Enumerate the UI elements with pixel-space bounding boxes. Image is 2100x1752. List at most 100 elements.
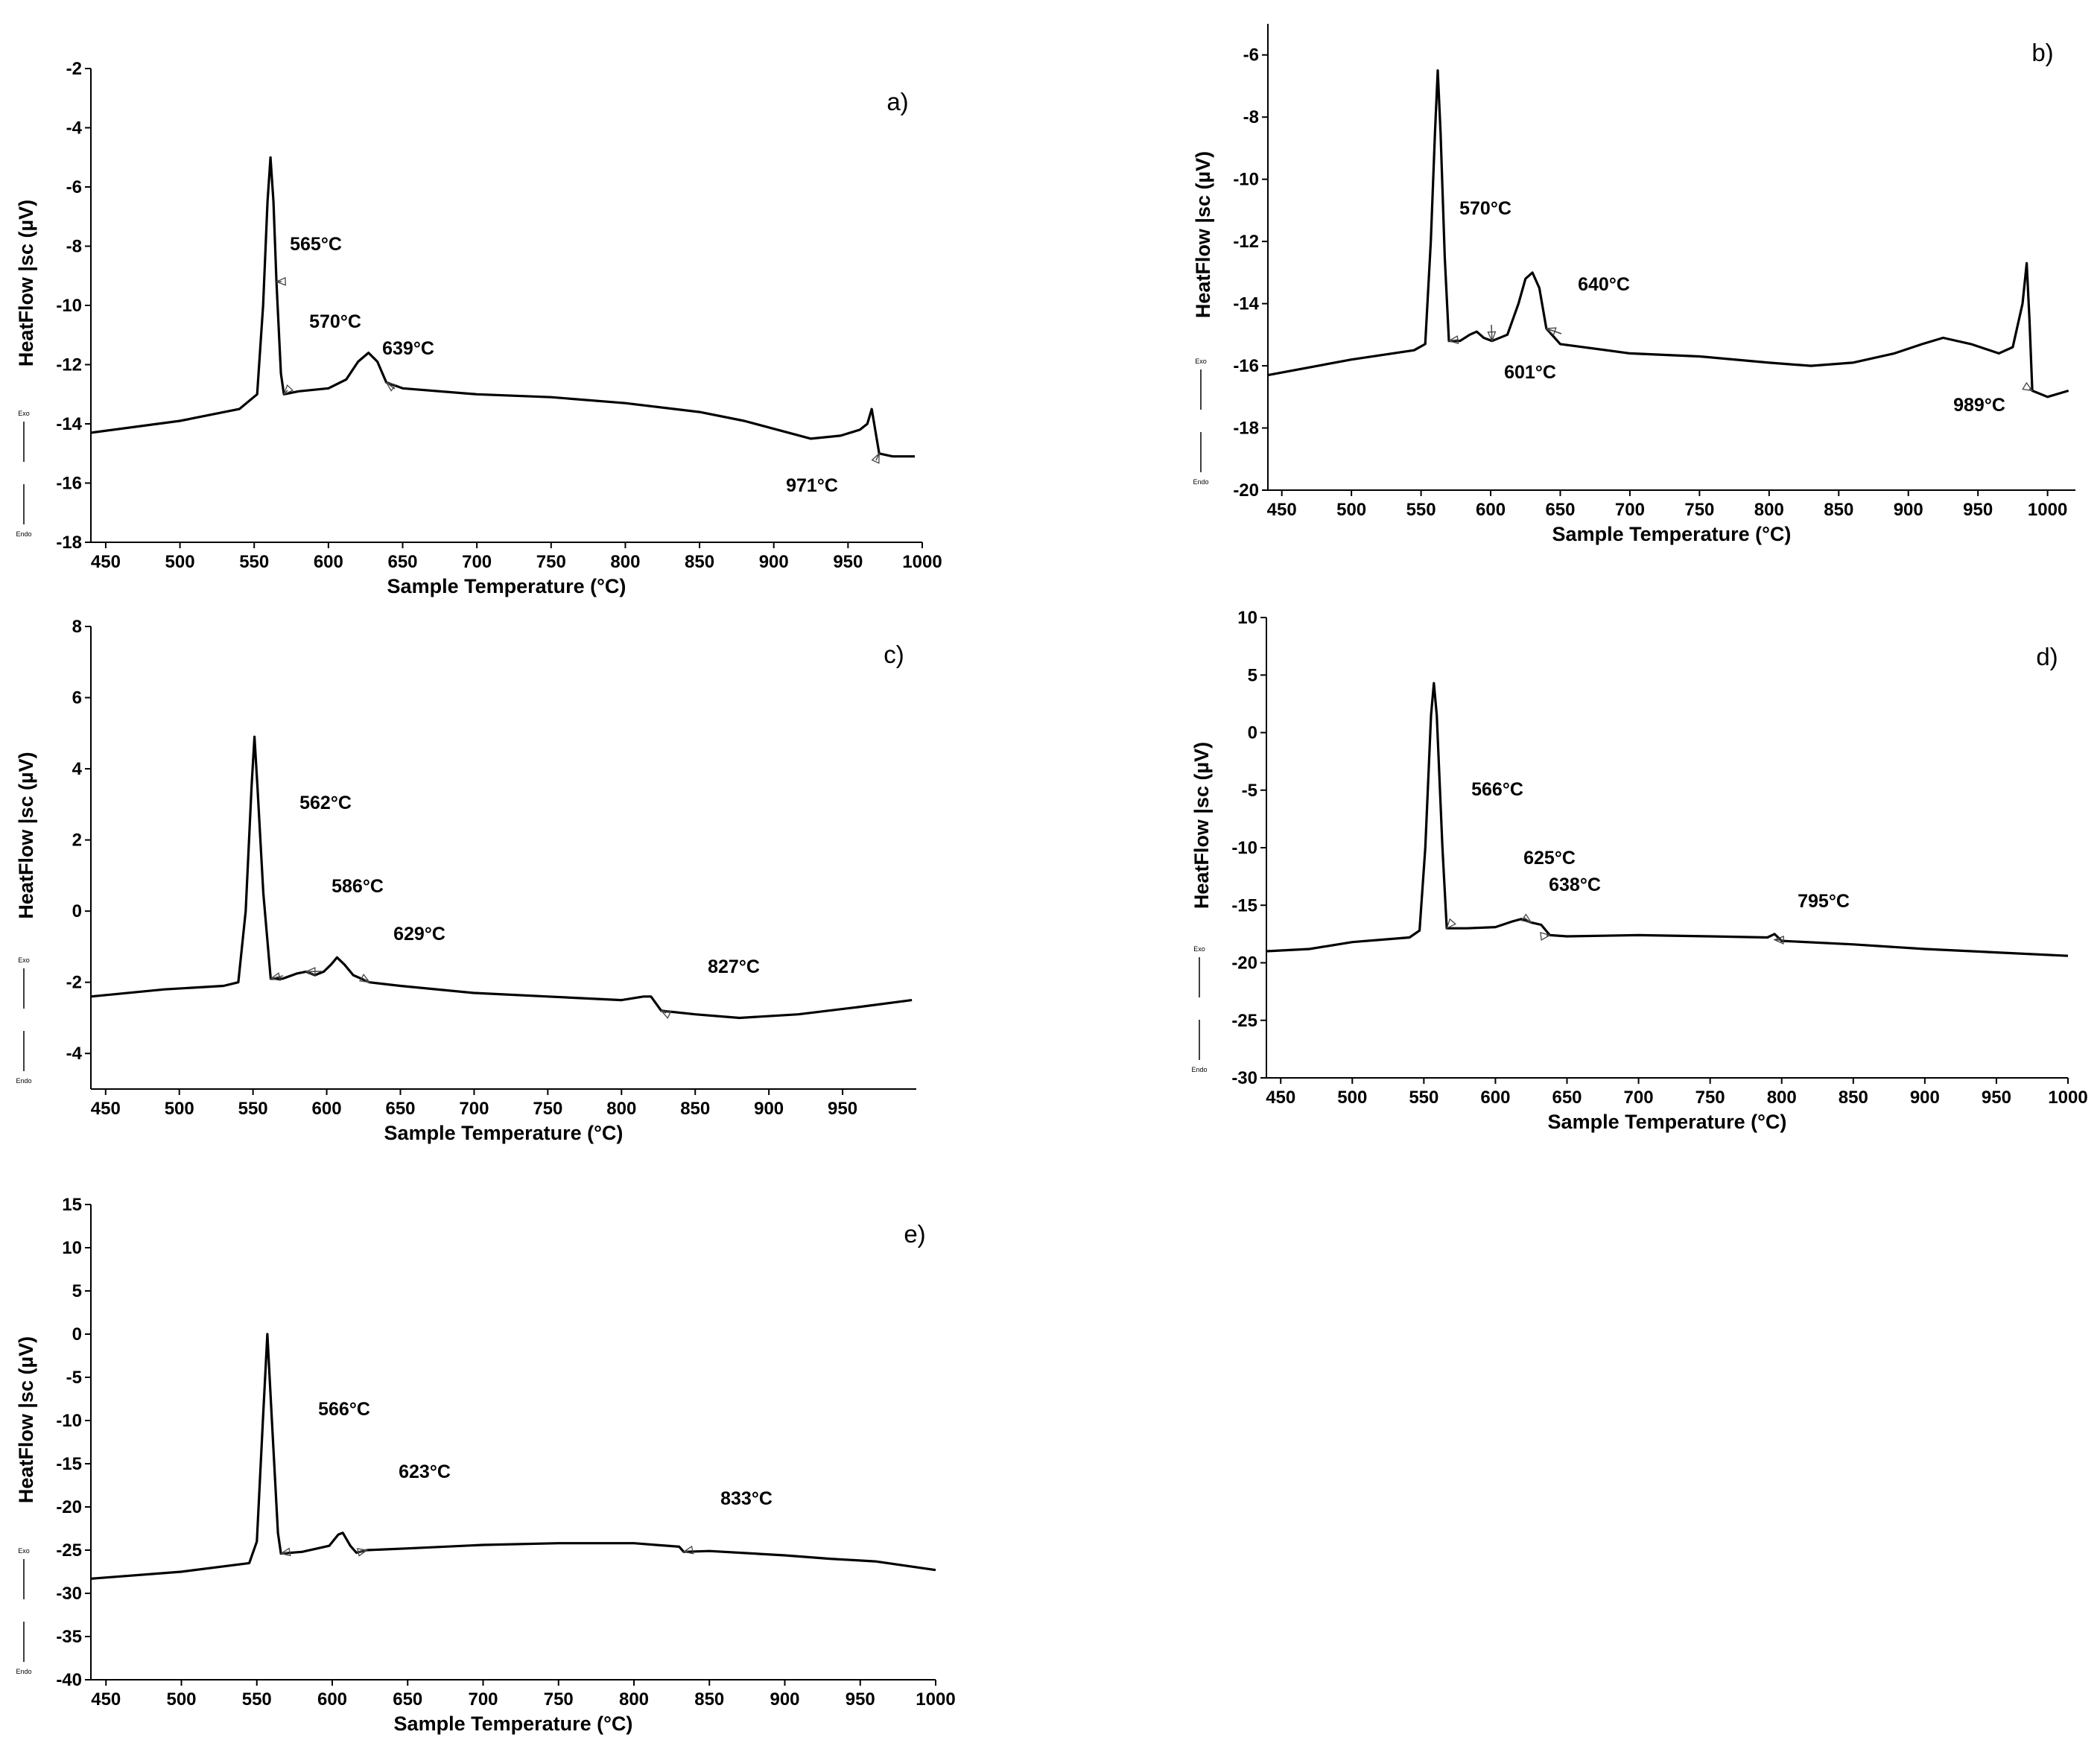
x-tick-label: 600: [1476, 500, 1506, 520]
annotation-label: 625°C: [1523, 848, 1576, 869]
annotation-arrow-line: [1523, 917, 1532, 924]
chart-panel-b: 450 500 550 600 650 700 750 800 850 900 950 1000 -6 -…: [1192, 24, 2075, 545]
x-tick-label: 950: [846, 1689, 875, 1710]
x-tick-label: 950: [828, 1099, 857, 1119]
annotation-label: 971°C: [786, 475, 838, 496]
y-tick-label: -8: [66, 237, 82, 257]
x-tick-label: 700: [1624, 1088, 1654, 1108]
x-tick-label: 950: [833, 552, 863, 572]
x-tick-label: 800: [619, 1689, 649, 1710]
y-tick-label: 4: [72, 759, 83, 779]
y-tick-label: 5: [72, 1281, 82, 1301]
x-tick-label: 500: [1336, 500, 1366, 520]
endo-label: Endo: [16, 530, 31, 538]
y-tick-label: 6: [72, 688, 82, 708]
x-axis-title: Sample Temperature (°C): [1548, 1111, 1787, 1133]
y-axis-title: HeatFlow |sc (µV): [15, 1336, 37, 1503]
annotation-label: 639°C: [382, 338, 434, 359]
y-tick-label: -10: [1233, 170, 1259, 190]
y-tick-label: -15: [1231, 895, 1257, 915]
y-tick-label: 15: [62, 1195, 82, 1215]
heatflow-series-line: [90, 156, 915, 458]
x-tick-label: 550: [238, 1099, 268, 1119]
x-tick-label: 450: [91, 552, 121, 572]
annotation-arrowhead: [282, 384, 294, 396]
annotation-label: 566°C: [318, 1399, 370, 1420]
heatflow-series-line: [90, 735, 913, 1020]
y-tick-label: -25: [56, 1540, 82, 1561]
y-tick-label: -4: [66, 118, 83, 139]
y-tick-label: -6: [1243, 45, 1259, 66]
y-tick-label: -5: [1242, 781, 1257, 801]
x-axis-title: Sample Temperature (°C): [1552, 523, 1792, 545]
x-tick-label: 800: [1767, 1088, 1797, 1108]
x-tick-label: 550: [242, 1689, 272, 1710]
annotation-arrowhead: [1445, 918, 1456, 930]
annotation-arrowhead: [356, 1548, 369, 1557]
y-tick-label: -6: [66, 177, 82, 197]
y-tick-label: 10: [62, 1238, 82, 1258]
endo-label: Endo: [1191, 1066, 1207, 1073]
y-tick-label: 0: [72, 901, 82, 921]
annotation-label: 989°C: [1953, 395, 2005, 416]
y-tick-label: -10: [1231, 838, 1257, 858]
chart-panel-a: 450 500 550 600 650 700 750 800 850 900 950 1000 -2 -…: [15, 59, 942, 597]
exo-label: Exo: [18, 1547, 30, 1555]
x-tick-label: 450: [1266, 1088, 1295, 1108]
chart-panel-e: 450 500 550 600 650 700 750 800 850 900 950 1000 15 1…: [15, 1195, 956, 1735]
y-tick-label: -10: [56, 1411, 82, 1431]
x-tick-label: 700: [468, 1689, 498, 1710]
chart-panel-c: 450 500 550 600 650 700 750 800 850 900 950 8 6 4 2 0 -2…: [15, 617, 916, 1144]
annotation-arrowhead: [275, 276, 286, 286]
x-tick-label: 1000: [2048, 1088, 2087, 1108]
x-tick-label: 1000: [916, 1689, 955, 1710]
annotation-arrowhead: [279, 1547, 291, 1557]
x-tick-label: 900: [1910, 1088, 1940, 1108]
x-tick-label: 700: [1615, 500, 1645, 520]
endo-label: Endo: [16, 1077, 31, 1085]
x-tick-label: 650: [393, 1689, 422, 1710]
annotation-label: 827°C: [708, 956, 760, 977]
endo-label: Endo: [16, 1668, 31, 1675]
exo-label: Exo: [1193, 945, 1205, 953]
annotation-label: 586°C: [332, 876, 384, 897]
x-tick-label: 450: [1267, 500, 1297, 520]
x-tick-label: 750: [536, 552, 566, 572]
x-axis-title: Sample Temperature (°C): [394, 1713, 633, 1735]
annotation-arrowhead: [1545, 327, 1557, 336]
annotation-arrowhead: [1520, 913, 1532, 924]
annotation-arrowhead: [1540, 932, 1552, 941]
y-tick-label: 0: [72, 1324, 82, 1345]
chart-panel-d: 450 500 550 600 650 700 750 800 850 900 950 1000 10 5…: [1190, 608, 2088, 1133]
annotation-label: 565°C: [290, 234, 342, 255]
annotation-arrow-line: [1448, 339, 1459, 342]
annotation-arrowhead: [2022, 381, 2034, 392]
annotation-arrowhead: [1773, 936, 1784, 945]
x-tick-label: 900: [770, 1689, 799, 1710]
x-tick-label: 900: [754, 1099, 784, 1119]
x-tick-label: 600: [312, 1099, 342, 1119]
y-tick-label: -5: [66, 1368, 82, 1388]
annotation-arrowhead: [1487, 331, 1497, 343]
panel-label: e): [904, 1220, 925, 1248]
x-tick-label: 500: [1337, 1088, 1367, 1108]
annotation-arrow-line: [357, 1549, 367, 1553]
y-axis-title: HeatFlow |sc (µV): [1190, 742, 1213, 909]
x-tick-label: 900: [1894, 500, 1923, 520]
annotation-label: 562°C: [299, 793, 352, 813]
annotation-label: 623°C: [399, 1461, 451, 1482]
y-tick-label: -18: [56, 533, 82, 553]
y-axis-title: HeatFlow |sc (µV): [15, 200, 37, 366]
annotation-arrow-line: [875, 453, 880, 461]
x-axis-title: Sample Temperature (°C): [387, 575, 626, 597]
annotation-arrowhead: [1447, 335, 1459, 344]
y-tick-label: -12: [1233, 232, 1259, 252]
annotation-label: 566°C: [1471, 779, 1523, 800]
annotation-arrowhead: [871, 452, 880, 464]
annotation-arrowhead: [385, 381, 397, 392]
x-tick-label: 800: [1754, 500, 1784, 520]
annotation-arrow-line: [270, 975, 284, 980]
annotation-arrowhead: [305, 967, 316, 977]
exo-label: Exo: [18, 410, 30, 417]
x-tick-label: 800: [606, 1099, 636, 1119]
